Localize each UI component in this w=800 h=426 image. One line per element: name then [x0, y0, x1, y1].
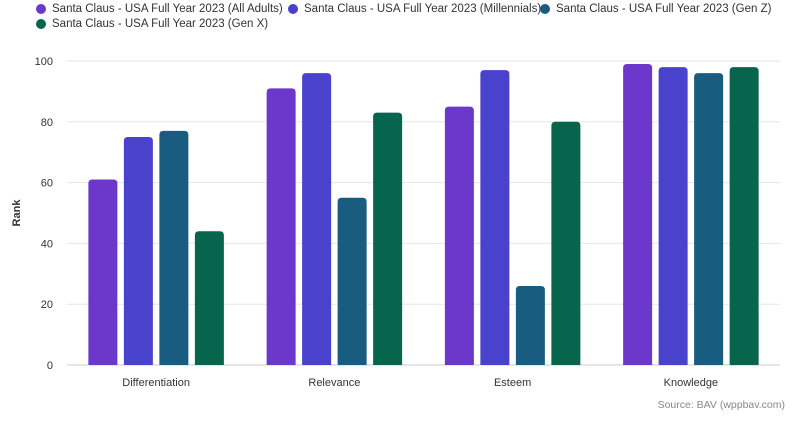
x-tick-label: Relevance — [308, 377, 360, 389]
source-note: Source: BAV (wppbav.com) — [657, 399, 785, 411]
legend: Santa Claus - USA Full Year 2023 (All Ad… — [0, 0, 800, 36]
legend-swatch — [540, 4, 550, 14]
bar[interactable] — [694, 73, 724, 365]
x-tick-label: Knowledge — [664, 377, 718, 389]
bar[interactable] — [444, 106, 474, 365]
x-tick-label: Esteem — [494, 377, 531, 389]
y-tick-label: 100 — [35, 56, 53, 68]
y-tick-label: 0 — [47, 360, 53, 372]
y-tick-label: 20 — [41, 299, 53, 311]
bar[interactable] — [623, 64, 653, 365]
bar[interactable] — [123, 137, 153, 365]
y-tick-label: 60 — [41, 178, 53, 190]
y-tick-label: 80 — [41, 117, 53, 129]
bar[interactable] — [302, 73, 332, 365]
bar[interactable] — [480, 70, 510, 366]
bar[interactable] — [159, 130, 189, 365]
legend-item-gen-z[interactable]: Santa Claus - USA Full Year 2023 (Gen Z) — [540, 3, 771, 15]
y-tick-label: 40 — [41, 238, 53, 250]
legend-item-gen-x[interactable]: Santa Claus - USA Full Year 2023 (Gen X) — [36, 18, 268, 30]
legend-label: Santa Claus - USA Full Year 2023 (Gen Z) — [556, 3, 772, 15]
x-tick-label: Differentiation — [122, 377, 190, 389]
legend-label: Santa Claus - USA Full Year 2023 (All Ad… — [52, 3, 283, 15]
bar[interactable] — [729, 67, 759, 365]
legend-label: Santa Claus - USA Full Year 2023 (Gen X) — [52, 18, 269, 30]
bar[interactable] — [194, 231, 224, 365]
legend-swatch — [36, 4, 46, 14]
legend-item-all-adults[interactable]: Santa Claus - USA Full Year 2023 (All Ad… — [36, 3, 283, 15]
bar[interactable] — [551, 121, 581, 365]
bar[interactable] — [658, 67, 688, 365]
bar[interactable] — [88, 179, 118, 365]
legend-label: Santa Claus - USA Full Year 2023 (Millen… — [304, 3, 542, 15]
bar[interactable] — [515, 285, 545, 365]
y-axis-title: Rank — [11, 199, 23, 227]
bar[interactable] — [337, 197, 367, 365]
legend-swatch — [288, 4, 298, 14]
legend-item-millennials[interactable]: Santa Claus - USA Full Year 2023 (Millen… — [288, 3, 541, 15]
bar[interactable] — [373, 112, 403, 366]
legend-swatch — [36, 19, 46, 29]
bar[interactable] — [266, 88, 296, 366]
